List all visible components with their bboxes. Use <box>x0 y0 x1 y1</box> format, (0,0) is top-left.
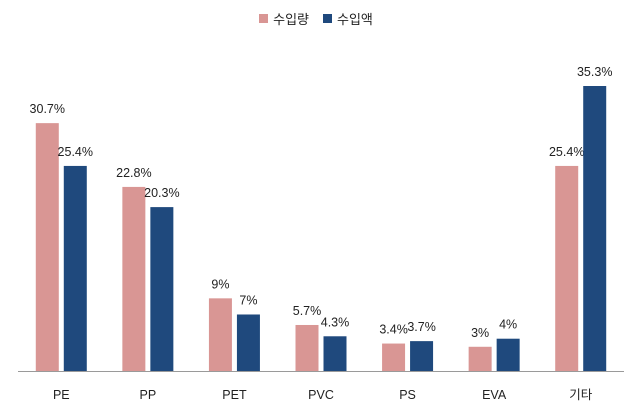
legend-swatch-series-1 <box>259 14 269 23</box>
bar-기타-series-2 <box>583 86 607 371</box>
data-label-EVA-series-2: 4% <box>499 318 517 332</box>
data-label-기타-series-2: 35.3% <box>577 65 612 79</box>
x-tick-label-PET: PET <box>222 388 247 402</box>
bar-EVA-series-1 <box>468 346 492 371</box>
bar-PS-series-1 <box>382 343 406 371</box>
data-label-PVC-series-2: 4.3% <box>321 315 350 329</box>
data-label-PVC-series-1: 5.7% <box>293 304 322 318</box>
x-tick-label-PP: PP <box>140 388 157 402</box>
bar-PVC-series-2 <box>323 336 347 371</box>
legend: 수입량 수입액 <box>0 9 632 28</box>
data-label-EVA-series-1: 3% <box>471 326 489 340</box>
bar-기타-series-1 <box>555 165 579 371</box>
data-label-PET-series-2: 7% <box>239 293 257 307</box>
x-tick-label-EVA: EVA <box>482 388 507 402</box>
bar-PP-series-1 <box>122 186 146 371</box>
data-label-PE-series-2: 25.4% <box>58 145 93 159</box>
legend-item-series-1: 수입량 <box>259 9 309 28</box>
data-label-PP-series-1: 22.8% <box>116 166 151 180</box>
data-label-PS-series-1: 3.4% <box>379 323 408 337</box>
bar-PE-series-2 <box>63 165 87 371</box>
legend-label-series-2: 수입액 <box>337 12 373 27</box>
x-tick-label-PE: PE <box>53 388 70 402</box>
bar-PET-series-2 <box>236 314 260 371</box>
bar-EVA-series-2 <box>496 338 520 371</box>
bar-PET-series-1 <box>208 298 232 371</box>
data-label-기타-series-1: 25.4% <box>549 145 584 159</box>
x-tick-label-기타: 기타 <box>569 388 593 402</box>
data-label-PP-series-2: 20.3% <box>144 186 179 200</box>
bar-PP-series-2 <box>150 207 174 371</box>
legend-swatch-series-2 <box>323 14 332 23</box>
bar-PVC-series-1 <box>295 324 319 371</box>
legend-label-series-1: 수입량 <box>273 12 309 27</box>
bar-PE-series-1 <box>35 123 59 371</box>
data-label-PS-series-2: 3.7% <box>407 320 436 334</box>
x-tick-label-PVC: PVC <box>308 388 334 402</box>
bar-PS-series-2 <box>410 341 434 371</box>
x-tick-label-PS: PS <box>399 388 416 402</box>
data-label-PE-series-1: 30.7% <box>30 102 65 116</box>
legend-item-series-2: 수입액 <box>323 9 373 28</box>
data-label-PET-series-1: 9% <box>211 277 229 291</box>
